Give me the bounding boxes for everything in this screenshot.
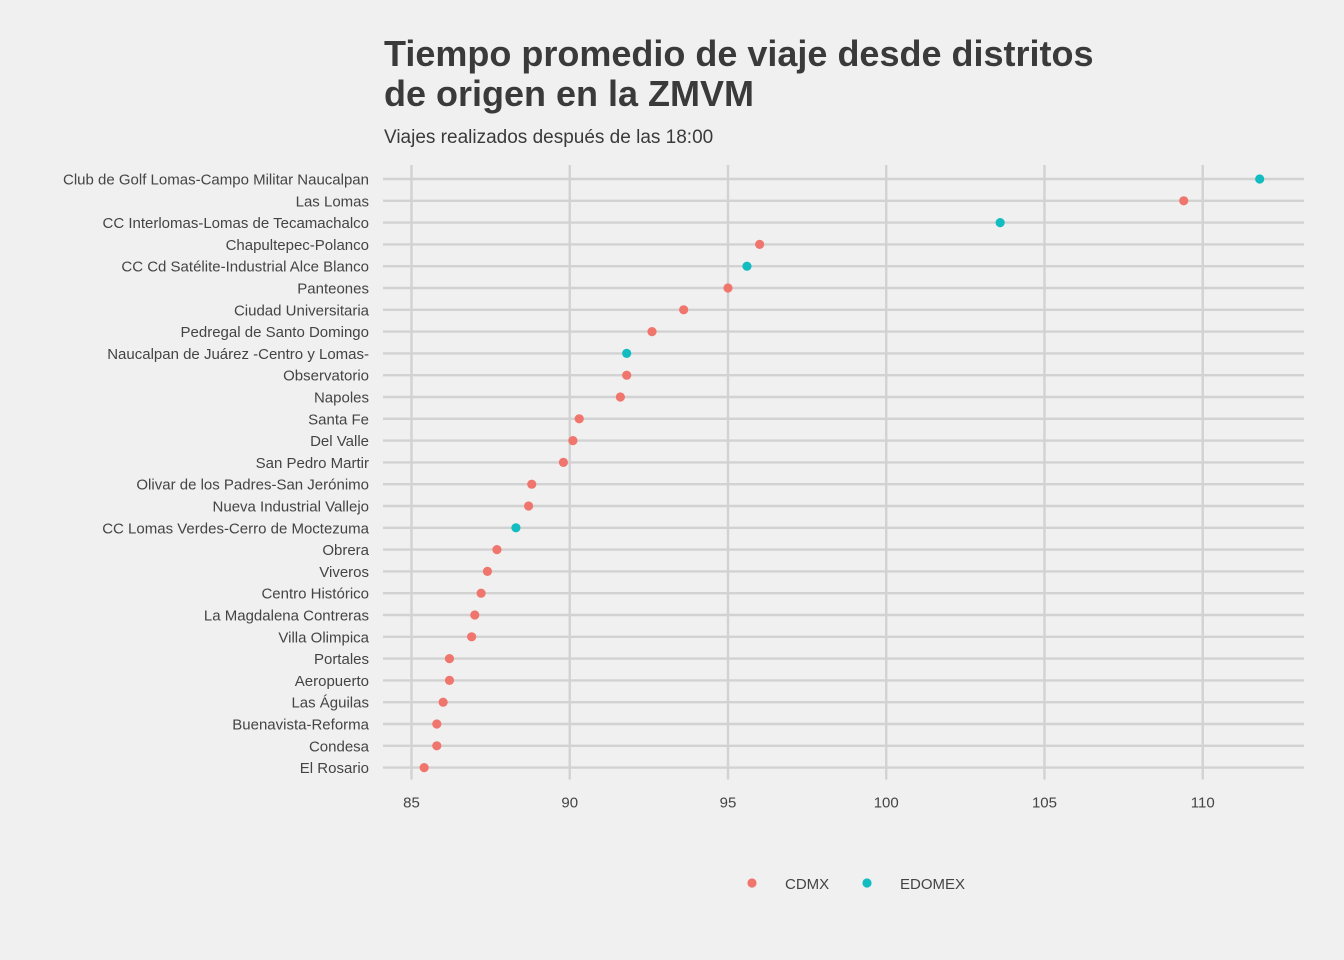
- data-point-cdmx: [419, 763, 429, 773]
- data-point-edomex: [742, 261, 752, 271]
- chart-title-line-2: de origen en la ZMVM: [384, 73, 755, 114]
- y-category-label: Centro Histórico: [261, 586, 369, 603]
- x-tick-label: 90: [561, 795, 578, 812]
- data-point-cdmx: [438, 697, 448, 707]
- data-point-edomex: [995, 218, 1005, 228]
- y-category-label: La Magdalena Contreras: [204, 608, 369, 625]
- data-point-cdmx: [568, 436, 578, 446]
- legend-key-edomex: [862, 878, 872, 888]
- data-point-cdmx: [523, 501, 534, 511]
- y-category-label: Observatorio: [283, 368, 369, 385]
- data-point-cdmx: [467, 632, 477, 642]
- y-category-label: Condesa: [309, 738, 370, 755]
- data-point-cdmx: [444, 654, 455, 664]
- y-category-label: Portales: [314, 651, 369, 668]
- y-category-label: Nueva Industrial Vallejo: [213, 499, 369, 516]
- x-tick-label: 85: [403, 795, 420, 812]
- legend-key-cdmx: [747, 878, 757, 888]
- data-point-cdmx: [527, 479, 537, 489]
- chart-subtitle: Viajes realizados después de las 18:00: [384, 127, 714, 148]
- y-category-label: Naucalpan de Juárez -Centro y Lomas-: [107, 346, 369, 363]
- y-category-label: San Pedro Martir: [256, 455, 369, 472]
- data-point-cdmx: [444, 675, 455, 686]
- y-category-label: El Rosario: [300, 760, 369, 777]
- y-category-label: Villa Olimpica: [278, 629, 369, 646]
- data-point-cdmx: [647, 327, 657, 337]
- data-point-cdmx: [470, 610, 480, 620]
- y-category-label: CC Lomas Verdes-Cerro de Moctezuma: [102, 520, 369, 537]
- data-point-cdmx: [558, 457, 569, 467]
- x-tick-label: 95: [720, 795, 737, 812]
- data-point-cdmx: [755, 239, 765, 249]
- legend: CDMX EDOMEX: [747, 876, 965, 893]
- y-category-label: Napoles: [314, 390, 369, 407]
- x-tick-label: 110: [1191, 795, 1215, 812]
- vertical-gridlines: [410, 165, 1204, 780]
- y-category-label: Olivar de los Padres-San Jerónimo: [136, 477, 369, 494]
- data-point-cdmx: [482, 566, 493, 577]
- y-axis-labels: Club de Golf Lomas-Campo Militar Naucalp…: [63, 172, 370, 778]
- x-tick-label: 100: [874, 795, 899, 812]
- x-tick-label: 105: [1032, 795, 1057, 812]
- data-point-cdmx: [476, 588, 486, 598]
- y-category-label: Chapultepec-Polanco: [226, 237, 369, 254]
- y-category-label: Buenavista-Reforma: [232, 717, 369, 734]
- data-point-edomex: [622, 348, 632, 358]
- data-point-cdmx: [432, 719, 442, 729]
- y-category-label: Pedregal de Santo Domingo: [181, 324, 369, 341]
- y-category-label: Ciudad Universitaria: [234, 302, 370, 319]
- y-category-label: Viveros: [319, 564, 369, 581]
- data-point-cdmx: [615, 392, 625, 402]
- data-point-edomex: [1255, 174, 1265, 184]
- y-category-label: CC Cd Satélite-Industrial Alce Blanco: [121, 259, 369, 276]
- data-point-cdmx: [492, 545, 502, 555]
- y-category-label: Del Valle: [310, 433, 369, 450]
- data-points: [419, 174, 1265, 773]
- legend-label-edomex: EDOMEX: [900, 876, 965, 893]
- y-category-label: Las Lomas: [296, 193, 369, 210]
- data-point-cdmx: [679, 305, 689, 315]
- y-category-label: Club de Golf Lomas-Campo Militar Naucalp…: [63, 172, 369, 189]
- horizontal-gridlines: [383, 177, 1304, 769]
- y-category-label: CC Interlomas-Lomas de Tecamachalco: [102, 215, 369, 232]
- y-category-label: Las Águilas: [291, 695, 369, 712]
- data-point-edomex: [511, 523, 521, 533]
- y-category-label: Santa Fe: [308, 411, 369, 428]
- data-point-cdmx: [574, 414, 584, 424]
- data-point-cdmx: [723, 283, 733, 293]
- chart-title: Tiempo promedio de viaje desde distritos…: [384, 34, 1284, 114]
- y-category-label: Panteones: [297, 281, 369, 298]
- x-axis-tick-labels: 85 90 95 100 105 110: [403, 795, 1215, 812]
- data-point-cdmx: [432, 741, 442, 751]
- data-point-cdmx: [622, 370, 632, 380]
- y-category-label: Aeropuerto: [295, 673, 369, 690]
- chart-title-line-1: Tiempo promedio de viaje desde distritos: [384, 33, 1094, 74]
- y-category-label: Obrera: [322, 542, 369, 559]
- legend-label-cdmx: CDMX: [785, 876, 829, 893]
- data-point-cdmx: [1179, 196, 1189, 206]
